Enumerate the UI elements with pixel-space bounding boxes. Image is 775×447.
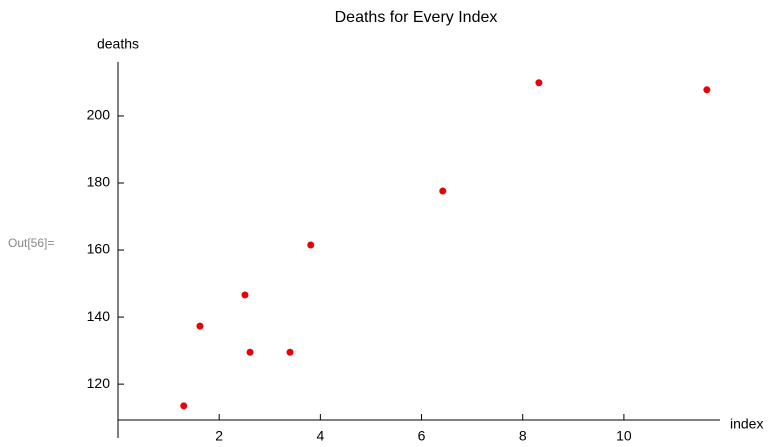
y-tick-label: 140 [87, 308, 111, 324]
point [307, 241, 315, 249]
x-axis-label: index [730, 416, 763, 432]
y-axis-label: deaths [97, 36, 139, 52]
x-tick-label: 10 [616, 428, 632, 444]
point [703, 86, 711, 94]
point [241, 291, 249, 299]
y-tick-label: 200 [87, 107, 111, 123]
x-tick-label: 4 [316, 428, 324, 444]
y-tick-label: 180 [87, 174, 111, 190]
point [246, 348, 254, 356]
point [286, 348, 294, 356]
x-tick-label: 8 [519, 428, 527, 444]
y-tick-label: 120 [87, 375, 111, 391]
point [535, 79, 543, 87]
point [439, 187, 447, 195]
x-tick-label: 2 [215, 428, 223, 444]
prompt-label: Out[56]= [8, 236, 54, 250]
point [180, 402, 188, 410]
x-tick-label: 6 [418, 428, 426, 444]
chart-title: Deaths for Every Index [335, 9, 498, 26]
point [196, 322, 204, 330]
y-tick-label: 160 [87, 241, 111, 257]
